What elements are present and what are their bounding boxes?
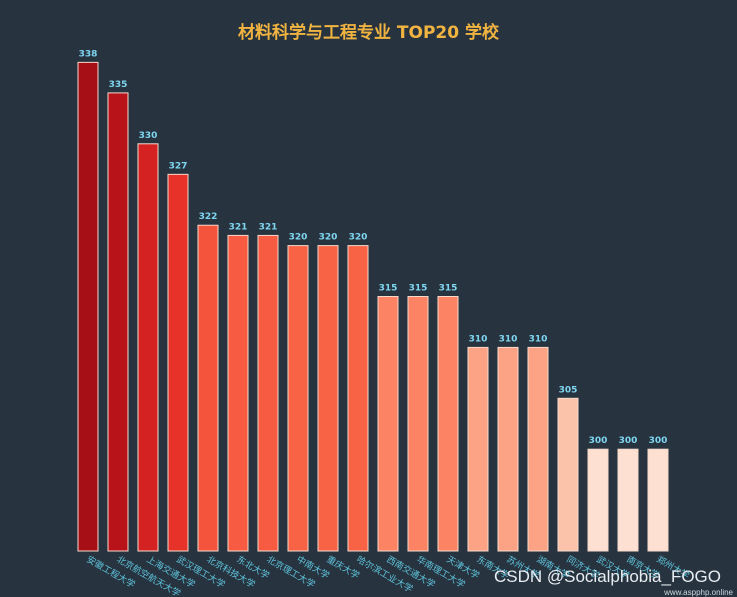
- bar: [257, 234, 279, 552]
- bar-value-label: 321: [259, 222, 278, 232]
- bar: [647, 448, 669, 552]
- bar-value-label: 315: [409, 284, 428, 294]
- bar: [497, 346, 519, 552]
- bar: [557, 397, 579, 552]
- bar: [527, 346, 549, 552]
- bar-value-label: 310: [469, 334, 488, 344]
- bar: [437, 296, 459, 552]
- bar: [197, 224, 219, 552]
- watermark-url: www.aspphp.online: [664, 588, 733, 597]
- bar-value-label: 310: [529, 334, 548, 344]
- bar: [287, 245, 309, 552]
- bar: [77, 61, 99, 552]
- bar: [347, 245, 369, 552]
- bar: [617, 448, 639, 552]
- bar: [107, 92, 129, 552]
- bar: [377, 296, 399, 552]
- watermark-text: CSDN @Socialphobia_FOGO: [493, 567, 721, 586]
- bar-value-label: 335: [109, 80, 128, 90]
- bar: [467, 346, 489, 552]
- bar-value-label: 320: [289, 233, 308, 243]
- bar-value-label: 300: [589, 436, 608, 446]
- bar-value-label: 315: [379, 284, 398, 294]
- bar-value-label: 327: [169, 161, 188, 171]
- category-label: 重庆大学: [325, 553, 362, 581]
- bar: [587, 448, 609, 552]
- bar-value-label: 300: [619, 436, 638, 446]
- bar-value-label: 320: [349, 233, 368, 243]
- bar-value-label: 321: [229, 222, 248, 232]
- bar: [407, 296, 429, 552]
- bar-value-label: 310: [499, 334, 518, 344]
- bar-value-label: 322: [199, 212, 218, 222]
- chart-title: 材料科学与工程专业 TOP20 学校: [237, 23, 499, 43]
- bar-value-label: 320: [319, 233, 338, 243]
- bar: [227, 234, 249, 552]
- bar: [137, 143, 159, 552]
- bar-value-label: 338: [79, 49, 98, 59]
- bar-value-label: 305: [559, 385, 578, 395]
- bar-value-label: 300: [649, 436, 668, 446]
- bar-value-label: 315: [439, 284, 458, 294]
- value-labels-layer: 338 335 330 327 322 321 321 320 320 320 315 315 315 3…: [79, 49, 668, 446]
- bar: [317, 245, 339, 552]
- bar: [167, 173, 189, 552]
- bar-value-label: 330: [139, 131, 158, 141]
- bars-layer: [77, 61, 669, 552]
